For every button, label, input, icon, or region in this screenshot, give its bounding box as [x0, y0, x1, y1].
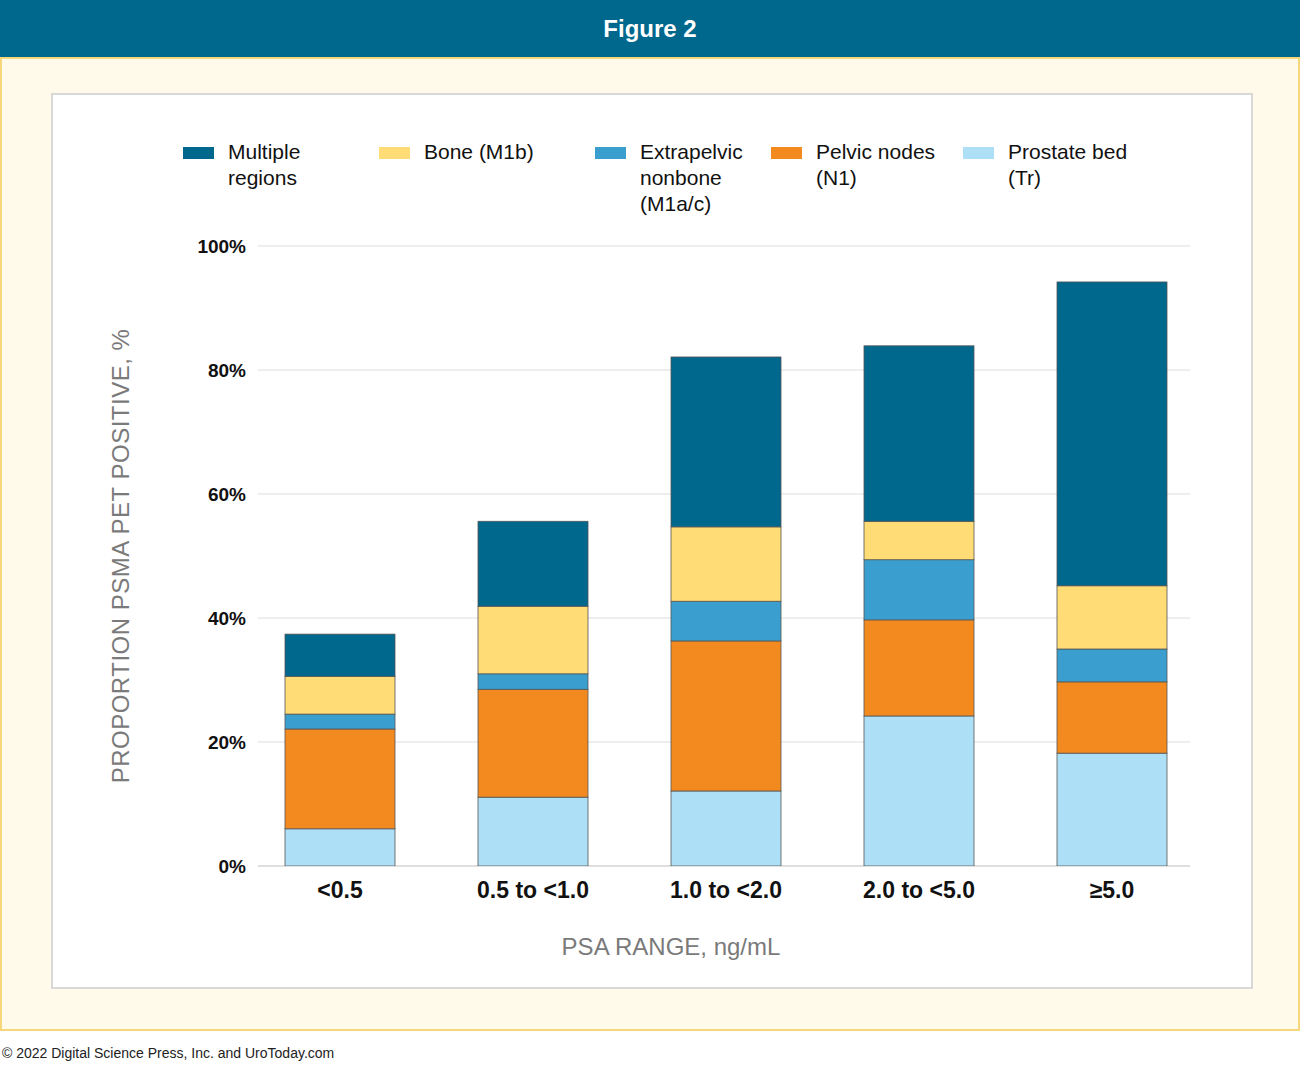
bar-segment [671, 357, 781, 527]
bar-segment [671, 791, 781, 866]
bar-segment [671, 527, 781, 601]
bar-segment [285, 714, 395, 729]
legend-label: Bone (M1b) [424, 139, 564, 165]
grid-line [258, 246, 1190, 247]
x-tick-label: <0.5 [317, 877, 363, 903]
y-tick-label: 40% [208, 608, 246, 629]
bar-segment [285, 676, 395, 714]
bar-segment [1057, 586, 1167, 649]
x-tick-label: ≥5.0 [1090, 877, 1135, 903]
bar-segment [864, 716, 974, 866]
bar-segment [671, 601, 781, 641]
bar-segment [285, 634, 395, 676]
legend-swatch [771, 147, 802, 159]
bar-segment [864, 521, 974, 559]
bar-segment [478, 797, 588, 866]
legend-swatch [379, 147, 410, 159]
y-tick-label: 80% [208, 360, 246, 381]
bar-segment [478, 606, 588, 674]
header-bar: Figure 2 [0, 0, 1300, 57]
x-tick-label: 1.0 to <2.0 [670, 877, 782, 903]
footer-note: © 2022 Digital Science Press, Inc. and U… [2, 1045, 334, 1061]
bar-segment [864, 346, 974, 521]
bar-segment [864, 560, 974, 620]
y-tick-label: 100% [197, 236, 246, 257]
legend-swatch [595, 147, 626, 159]
legend-swatch [183, 147, 214, 159]
y-tick-label: 60% [208, 484, 246, 505]
bar-segment [864, 620, 974, 716]
y-tick-label: 0% [219, 856, 247, 877]
bar-segment [478, 521, 588, 606]
bar-segment [1057, 682, 1167, 753]
x-tick-label: 0.5 to <1.0 [477, 877, 589, 903]
x-tick-label: 2.0 to <5.0 [863, 877, 975, 903]
legend-label: Extrapelvic nonbone (M1a/c) [640, 139, 760, 217]
y-axis-title: PROPORTION PSMA PET POSITIVE, % [107, 329, 134, 784]
legend-label: Multiple regions [228, 139, 338, 191]
x-axis-title: PSA RANGE, ng/mL [562, 933, 781, 960]
legend-label: Pelvic nodes (N1) [816, 139, 956, 191]
bars-group [285, 282, 1167, 866]
bar-segment [671, 641, 781, 791]
bar-segment [1057, 282, 1167, 586]
legend-label: Prostate bed (Tr) [1008, 139, 1158, 191]
bar-segment [1057, 753, 1167, 866]
legend-swatch [963, 147, 994, 159]
bar-segment [285, 829, 395, 866]
bar-segment [285, 729, 395, 829]
bar-segment [478, 674, 588, 690]
bar-segment [478, 689, 588, 797]
y-tick-label: 20% [208, 732, 246, 753]
bar-segment [1057, 649, 1167, 682]
